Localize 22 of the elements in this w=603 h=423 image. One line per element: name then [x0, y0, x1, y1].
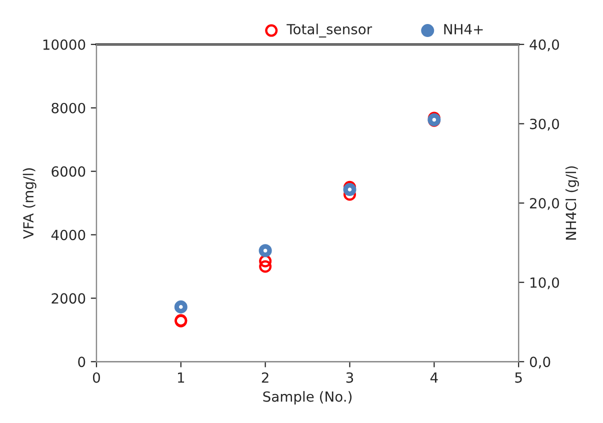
y2-axis-title: NH4Cl (g/l) [565, 166, 579, 240]
y-tick-label: 10000 [43, 39, 86, 50]
y-tick-label: 2000 [52, 293, 86, 304]
y2-tick-label: 30,0 [530, 118, 559, 131]
y2-tick-label: 20,0 [530, 198, 559, 210]
x-tick-label: 2 [262, 372, 268, 383]
y-tick-label: 0 [78, 356, 86, 368]
y-tick-label: 8000 [52, 102, 86, 114]
y-tick-label: 4000 [51, 230, 86, 240]
x-axis-title: Sample (No.) [263, 391, 352, 405]
x-tick-label: 1 [178, 372, 184, 383]
x-tick-label: 0 [92, 372, 100, 383]
x-tick-label: 4 [430, 372, 438, 383]
y2-tick-label: 10,0 [530, 277, 559, 290]
y2-tick-label: 0,0 [530, 356, 550, 369]
y2-tick-label: 40,0 [530, 39, 559, 52]
legend-label: NH4+ [444, 24, 483, 34]
legend-label: Total_sensor [286, 24, 372, 38]
x-tick-label: 3 [346, 372, 354, 383]
y-tick-label: 6000 [52, 166, 86, 177]
x-tick-label: 5 [515, 372, 522, 383]
y-axis-title: VFA (mg/l) [22, 168, 36, 239]
